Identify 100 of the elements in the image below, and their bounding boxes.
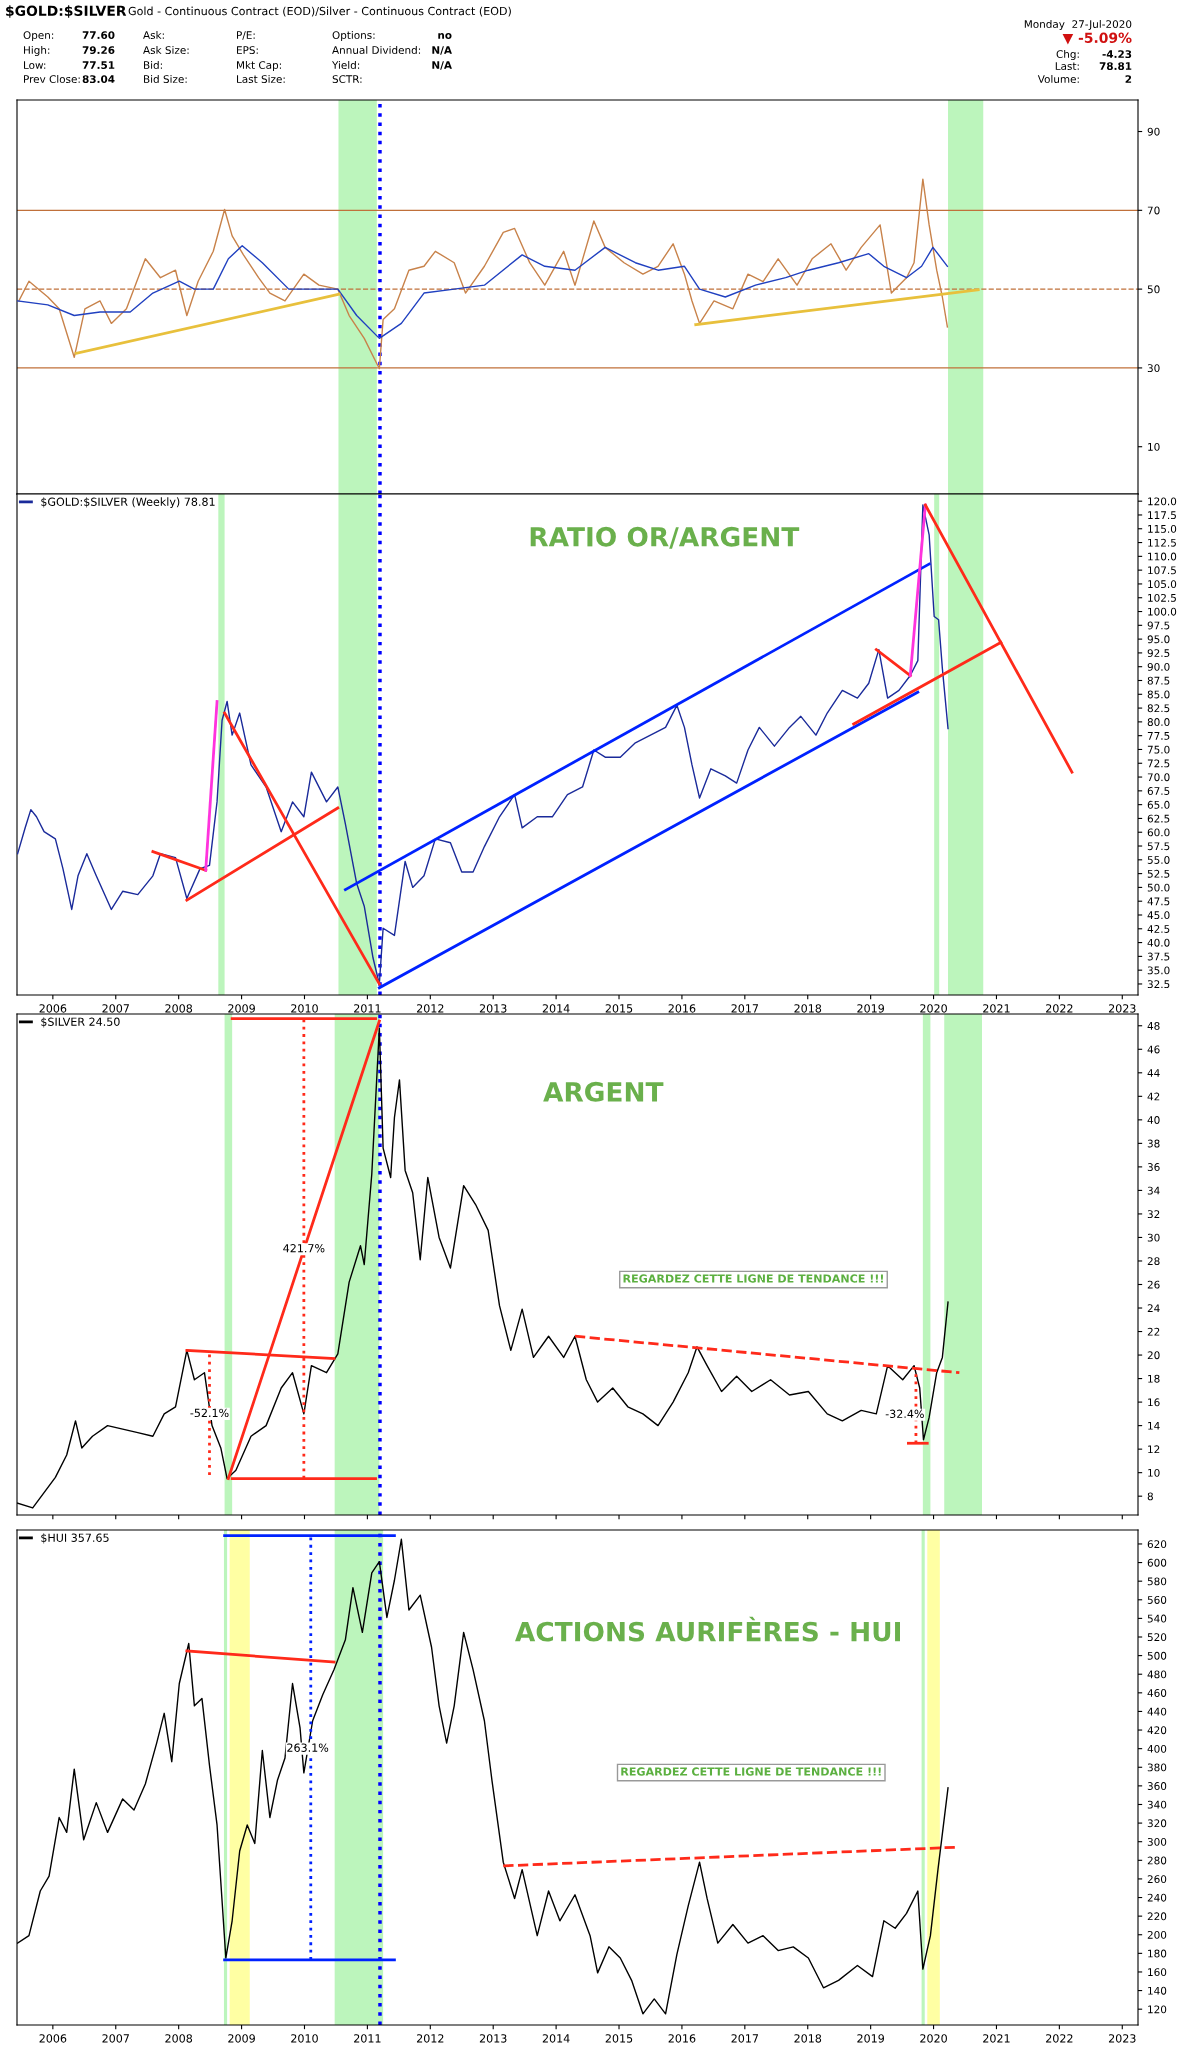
annotation: -52.1%: [190, 1408, 229, 1418]
x-tick-label: 2018: [794, 2034, 822, 2043]
text: ACTIONS AURIFÈRES - HUI: [515, 1616, 900, 1642]
annotation: REGARDEZ CETTE LIGNE DE TENDANCE !!!: [621, 1767, 881, 1776]
y-tick-label: 36: [1147, 1163, 1160, 1171]
x-tick-label: 2019: [857, 1004, 884, 1013]
x-tick-label: 2015: [605, 2034, 633, 2043]
y-tick-label: 200: [1147, 1930, 1167, 1939]
y-tick-label: 92.5: [1147, 649, 1170, 658]
text: Ask Size:: [143, 45, 189, 55]
x-tick-label: 2019: [857, 2034, 884, 2043]
text: 79.26: [82, 46, 115, 55]
text: Mkt Cap:: [237, 60, 281, 72]
y-tick-label: 115.0: [1148, 524, 1177, 533]
legend-label: $SILVER 24.50: [41, 1017, 120, 1028]
y-tick-label: 90: [1147, 127, 1160, 136]
y-tick-label: 105.0: [1148, 580, 1177, 589]
y-tick-label: 460: [1147, 1689, 1167, 1697]
y-tick-label: 102.5: [1148, 593, 1176, 602]
y-tick-label: 20: [1147, 1351, 1160, 1360]
y-tick-label: 30: [1147, 1233, 1160, 1242]
y-tick-label: 100.0: [1148, 607, 1177, 616]
x-tick-label: 2022: [1046, 2034, 1073, 2043]
y-tick-label: 112.5: [1148, 538, 1176, 547]
x-tick-label: 2014: [542, 1004, 570, 1013]
y-tick-label: 24: [1147, 1304, 1160, 1312]
y-tick-label: 10: [1148, 442, 1160, 451]
y-tick-label: 50.0: [1147, 883, 1170, 892]
y-tick-label: 38: [1147, 1139, 1160, 1148]
y-tick-label: 35.0: [1147, 966, 1170, 975]
y-tick-label: 107.5: [1148, 566, 1176, 575]
y-tick-label: 52.5: [1147, 869, 1170, 878]
y-tick-label: 48: [1147, 1021, 1160, 1030]
y-tick-label: 70: [1147, 206, 1160, 215]
x-tick-label: 2022: [1046, 1004, 1073, 1013]
text: 78.81: [1099, 62, 1132, 71]
x-tick-label: 2017: [731, 1004, 759, 1013]
text: 77.60: [82, 31, 115, 40]
y-tick-label: 580: [1147, 1577, 1167, 1586]
x-tick-label: 2009: [228, 2034, 255, 2043]
y-tick-label: 520: [1147, 1633, 1167, 1642]
x-tick-label: 2008: [165, 2034, 193, 2043]
text: N/A: [432, 61, 452, 70]
y-tick-label: 67.5: [1147, 787, 1170, 795]
annotation: REGARDEZ CETTE LIGNE DE TENDANCE !!!: [623, 1274, 883, 1283]
x-tick-label: 2013: [479, 1004, 507, 1013]
x-tick-label: 2016: [668, 2034, 696, 2043]
text: Prev Close:: [24, 74, 80, 84]
x-tick-label: 2018: [794, 1004, 822, 1013]
y-tick-label: 34: [1147, 1186, 1160, 1195]
y-tick-label: 440: [1147, 1707, 1167, 1716]
y-tick-label: 8: [1147, 1492, 1153, 1501]
y-tick-label: 360: [1147, 1782, 1167, 1790]
chart-title: $GOLD:$SILVER: [6, 5, 127, 18]
annotation: -32.4%: [885, 1409, 924, 1419]
y-tick-label: 70.0: [1147, 773, 1170, 782]
y-tick-label: 180: [1148, 1949, 1167, 1958]
y-tick-label: 500: [1147, 1651, 1167, 1660]
y-tick-label: 40: [1147, 1116, 1160, 1124]
text: Last Size:: [237, 74, 285, 84]
text: Chg:: [1056, 49, 1079, 61]
y-tick-label: 87.5: [1147, 676, 1170, 685]
x-tick-label: 2012: [416, 1004, 444, 1013]
x-tick-label: 2006: [39, 1004, 67, 1013]
text: ▼ -5.09%: [1062, 32, 1132, 45]
text: RATIO OR/ARGENT: [530, 526, 800, 549]
x-tick-label: 2016: [668, 1004, 696, 1013]
y-tick-label: 420: [1147, 1726, 1167, 1735]
y-tick-label: 42.5: [1147, 925, 1170, 933]
y-tick-label: 80.0: [1147, 718, 1170, 726]
x-tick-label: 2015: [605, 1004, 633, 1013]
text: High:: [24, 45, 50, 57]
y-tick-label: 540: [1147, 1614, 1167, 1623]
text: 77.51: [82, 61, 115, 70]
text: Annual Dividend:: [332, 45, 421, 55]
y-tick-label: 12: [1148, 1445, 1160, 1454]
y-tick-label: 95.0: [1147, 635, 1170, 644]
x-tick-label: 2021: [983, 2034, 1010, 2043]
y-tick-label: 37.5: [1147, 952, 1170, 961]
y-tick-label: 45.0: [1147, 911, 1170, 920]
legend-label: $HUI 357.65: [41, 1533, 109, 1544]
text: Yield:: [331, 60, 360, 70]
y-tick-label: 85.0: [1147, 690, 1170, 699]
y-tick-label: 65.0: [1147, 800, 1170, 809]
x-tick-label: 2007: [102, 2034, 129, 2043]
y-tick-label: 280: [1147, 1856, 1167, 1865]
y-tick-label: 380: [1147, 1763, 1167, 1772]
y-tick-label: 260: [1147, 1875, 1167, 1884]
text: 2: [1125, 75, 1132, 83]
y-tick-label: 320: [1147, 1819, 1167, 1828]
y-tick-label: 57.5: [1147, 842, 1170, 851]
legend-label: $GOLD:$SILVER (Weekly) 78.81: [41, 497, 215, 509]
y-tick-label: 340: [1147, 1800, 1167, 1809]
y-tick-label: 10: [1148, 1468, 1160, 1477]
y-tick-label: 82.5: [1147, 704, 1170, 713]
y-tick-label: 77.5: [1147, 732, 1170, 740]
x-tick-label: 2008: [165, 1004, 193, 1013]
text: SCTR:: [332, 75, 362, 84]
y-tick-label: 97.5: [1147, 621, 1170, 630]
y-tick-label: 600: [1147, 1558, 1167, 1567]
